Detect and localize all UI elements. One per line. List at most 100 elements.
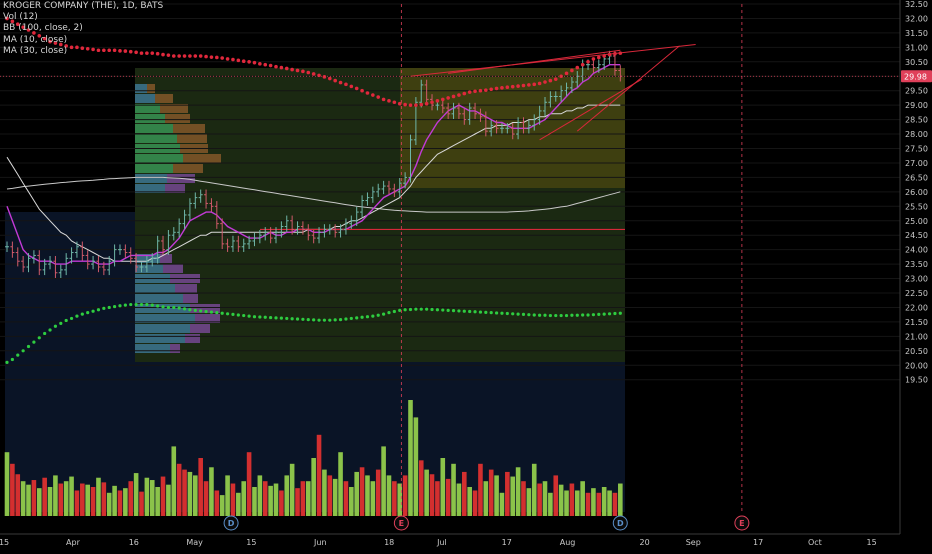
volume-ma-dot (102, 306, 106, 310)
volume-profile-bar (135, 324, 190, 333)
price-bar (236, 235, 241, 252)
bb-upper-dot (532, 82, 537, 87)
volume-bar (176, 463, 182, 516)
legend-indicator[interactable]: Vol (12) (3, 12, 38, 23)
volume-profile-bar (177, 134, 207, 143)
x-axis-tick-label: Oct (808, 538, 822, 547)
volume-ma-dot (188, 308, 192, 312)
bb-upper-dot (263, 62, 268, 67)
price-bar (338, 224, 343, 238)
volume-ma-dot (295, 317, 300, 321)
legend-indicator[interactable]: MA (30, close) (3, 45, 68, 56)
dividend-marker[interactable]: D (612, 515, 628, 531)
price-bar (516, 117, 521, 140)
zone-blue-left (5, 212, 135, 512)
volume-ma-dot (575, 313, 579, 317)
bb-upper-dot (150, 51, 155, 55)
volume-ma-dot (123, 303, 127, 307)
earnings-marker[interactable]: E (393, 515, 409, 531)
volume-bar (521, 481, 526, 516)
volume-bar (69, 476, 74, 516)
volume-ma-dot (37, 336, 41, 340)
price-bar (440, 99, 445, 114)
volume-ma-dot (301, 317, 305, 321)
bb-upper-dot (134, 50, 138, 55)
price-bar (10, 241, 15, 258)
y-axis-tick-label: 24.00 (905, 246, 928, 255)
legend-indicator[interactable]: MA (10, close) (3, 34, 68, 45)
x-axis-tick-label: 15 (0, 538, 9, 547)
volume-bar (483, 481, 489, 516)
y-axis-tick-label: 26.50 (905, 173, 928, 182)
volume-bar (198, 458, 203, 516)
bb-upper-dot (505, 85, 510, 90)
dividend-marker[interactable]: D (223, 515, 239, 531)
volume-bar (327, 475, 333, 516)
bb-upper-dot (306, 70, 311, 75)
price-bar (365, 192, 370, 206)
bb-upper-dot (510, 84, 515, 89)
volume-bar (531, 463, 537, 516)
y-axis-tick-label: 30.50 (905, 58, 928, 67)
volume-ma-dot (279, 316, 283, 320)
volume-bar (268, 485, 273, 516)
price-bar (37, 250, 42, 276)
bb-upper-dot (397, 101, 402, 106)
price-bar (462, 108, 467, 125)
legend-symbol[interactable]: KROGER COMPANY (THE), 1D, BATS (3, 1, 164, 11)
volume-bar (300, 481, 306, 516)
price-bar (526, 120, 531, 134)
bb-upper-dot (123, 49, 128, 53)
volume-bar (440, 458, 446, 516)
volume-ma-dot (441, 308, 445, 312)
legend-indicator[interactable]: BB (100, close, 2) (3, 23, 83, 34)
volume-bar (569, 483, 575, 516)
volume-ma-dot (91, 309, 95, 313)
price-bar (48, 256, 53, 270)
bb-upper-dot (462, 91, 467, 96)
price-bar (489, 120, 494, 137)
price-bar (494, 120, 499, 134)
volume-ma-dot (554, 313, 558, 318)
volume-profile-bar (135, 174, 167, 183)
price-bar (139, 261, 144, 273)
price-bar (306, 224, 311, 241)
price-bar (241, 238, 246, 252)
bb-upper-dot (344, 82, 348, 87)
price-bar (553, 91, 558, 102)
volume-ma-dot (349, 316, 353, 321)
volume-ma-dot (360, 315, 364, 319)
bb-upper-dot (182, 54, 187, 58)
volume-bar (462, 471, 467, 516)
volume-ma-dot (382, 312, 386, 316)
price-bar (349, 215, 354, 229)
price-bar (343, 218, 348, 235)
volume-bar (160, 476, 166, 516)
volume-ma-dot (322, 318, 327, 322)
volume-bar (349, 487, 354, 516)
volume-ma-dot (494, 311, 499, 315)
bb-upper-dot (570, 68, 574, 73)
bb-upper-dot (118, 49, 122, 53)
price-bar (21, 256, 26, 273)
volume-ma-dot (172, 305, 176, 310)
event-marker-label: E (739, 519, 744, 528)
price-bar (376, 183, 381, 198)
volume-ma-dot (21, 349, 25, 353)
bb-upper-dot (564, 71, 569, 76)
volume-ma-dot (209, 310, 214, 314)
volume-ma-dot (365, 315, 370, 319)
earnings-marker[interactable]: E (734, 515, 750, 531)
price-bar (370, 186, 375, 203)
volume-ma-dot (613, 311, 617, 316)
volume-ma-dot (204, 309, 208, 314)
volume-bar (316, 434, 322, 516)
price-bar (257, 229, 262, 244)
volume-ma-dot (521, 312, 526, 316)
price-bar (182, 209, 187, 229)
volume-ma-dot (247, 314, 251, 318)
price-bar (424, 79, 429, 105)
y-axis-tick-label: 32.50 (905, 0, 928, 9)
